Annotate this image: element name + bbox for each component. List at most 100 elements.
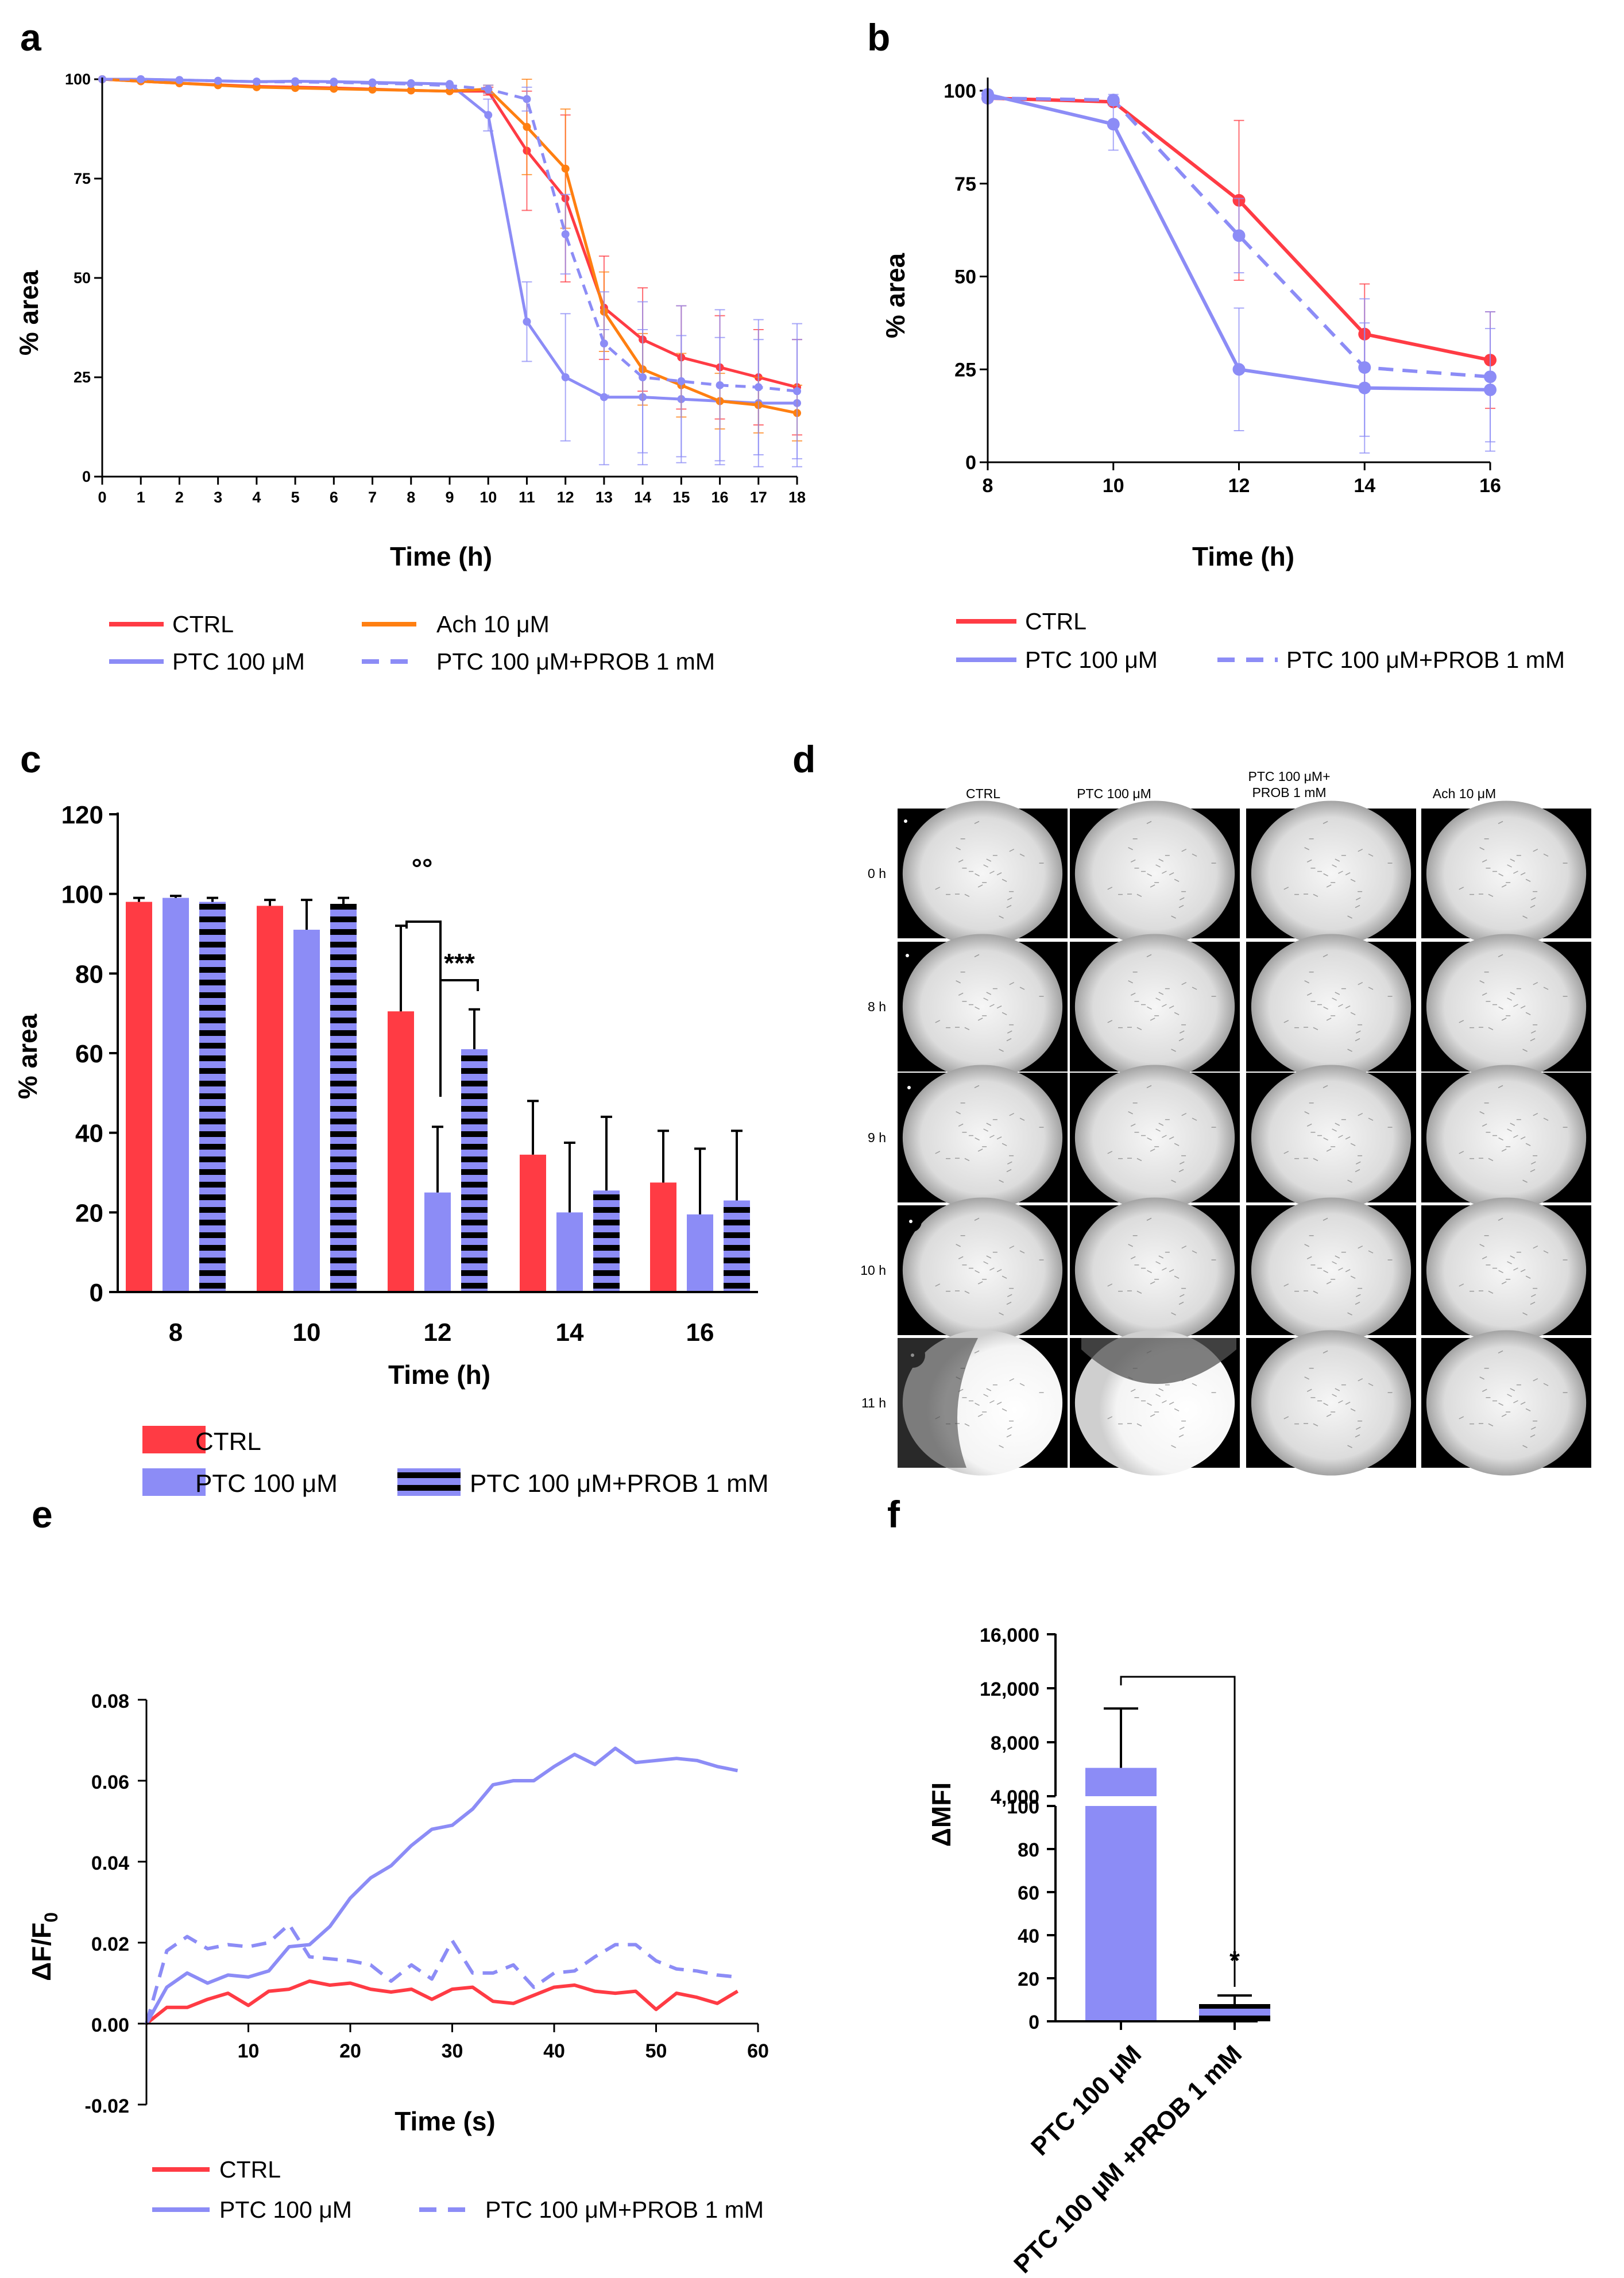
y-tick-label: 0.04 <box>91 1852 129 1874</box>
texture <box>1006 904 1012 908</box>
x-tick-label: 8 <box>169 1318 183 1347</box>
legend-label: PTC 100 μM <box>172 648 305 675</box>
texture <box>1501 1414 1507 1417</box>
y-tick-label: 80 <box>1018 1839 1039 1861</box>
y-tick-label: 0 <box>965 452 976 474</box>
texture <box>983 1128 988 1132</box>
well <box>1251 800 1412 946</box>
y-tick-label: -0.02 <box>85 2095 130 2117</box>
texture <box>1323 1402 1328 1406</box>
panel-label-c: c <box>20 738 41 780</box>
bar <box>724 1200 750 1292</box>
texture <box>1136 1290 1142 1294</box>
texture <box>1181 849 1187 852</box>
microscopy-image <box>1070 1330 1240 1476</box>
texture <box>1007 1294 1012 1297</box>
x-tick-label: 12 <box>424 1318 452 1347</box>
texture <box>1158 1123 1164 1126</box>
data-point <box>252 78 261 86</box>
data-point <box>407 80 415 88</box>
x-tick-label: 30 <box>442 2040 463 2062</box>
grid-column-header: CTRL <box>966 786 1000 801</box>
ylabel-subscript: 0 <box>41 1912 61 1923</box>
x-tick-label: 5 <box>291 489 300 506</box>
well <box>1426 1330 1587 1476</box>
texture <box>1146 821 1152 824</box>
texture <box>974 1350 980 1353</box>
texture <box>1510 1388 1515 1391</box>
texture <box>986 1255 992 1259</box>
texture <box>1522 1049 1528 1052</box>
texture <box>986 858 992 862</box>
well <box>1251 1065 1412 1210</box>
x-tick-label: 10 <box>480 489 497 506</box>
texture <box>1128 847 1133 850</box>
data-point <box>639 373 647 381</box>
bar <box>293 930 320 1292</box>
significance-bracket <box>439 979 479 1097</box>
texture <box>996 1005 1002 1009</box>
texture <box>1533 1378 1538 1382</box>
texture <box>1355 897 1361 900</box>
texture <box>1326 884 1332 888</box>
texture <box>974 1217 980 1221</box>
panel-f-bar-chart: ΔMFI 4,0008,00012,00016,000020406080100 … <box>926 1625 1270 2278</box>
texture <box>956 1111 961 1115</box>
panel-c-legend: CTRL PTC 100 μM PTC 100 μM+PROB 1 mM <box>142 1426 768 1498</box>
texture <box>1169 1136 1174 1140</box>
data-point <box>330 84 338 93</box>
texture <box>1522 915 1528 919</box>
panel-e-line-chart: ΔF/F0 Time (s) -0.02 0.00 0.02 0.04 0.06 0.08… <box>26 1691 769 2136</box>
well <box>1251 1330 1412 1476</box>
texture <box>1009 849 1015 852</box>
data-point <box>214 76 222 85</box>
texture <box>1169 872 1174 876</box>
y-tick-label: 20 <box>75 1199 103 1227</box>
texture <box>1347 1312 1352 1316</box>
texture <box>1498 821 1503 824</box>
texture <box>1136 1423 1142 1426</box>
texture <box>1130 1256 1136 1259</box>
texture <box>1510 992 1515 995</box>
grid-row-label: 11 h <box>861 1395 886 1410</box>
texture <box>999 1312 1004 1316</box>
texture <box>1306 859 1312 863</box>
texture <box>1513 1135 1518 1138</box>
legend-label: CTRL <box>219 2156 281 2183</box>
bar <box>520 1154 546 1292</box>
legend-label: PTC 100 μM <box>195 1469 338 1498</box>
grid-column-header: PROB 1 mM <box>1252 785 1326 800</box>
x-tick-label: 14 <box>1354 475 1375 497</box>
texture <box>1326 1148 1332 1152</box>
x-tick-label: 18 <box>788 489 806 506</box>
y-tick-label: 60 <box>75 1040 103 1068</box>
data-point <box>291 78 300 86</box>
texture <box>1530 1038 1536 1042</box>
texture <box>1345 1005 1351 1009</box>
texture <box>1174 1408 1180 1411</box>
texture <box>1522 1445 1528 1448</box>
texture <box>1192 987 1197 990</box>
texture <box>1162 1135 1167 1138</box>
texture <box>1345 1269 1351 1273</box>
bar <box>126 902 152 1292</box>
texture <box>1507 1128 1512 1132</box>
texture <box>1459 1416 1464 1420</box>
texture <box>1169 1402 1174 1405</box>
texture <box>1525 879 1531 882</box>
legend-label: Ach 10 μM <box>436 611 550 637</box>
texture <box>983 1261 988 1264</box>
texture <box>975 1137 980 1141</box>
texture <box>1520 1136 1526 1140</box>
texture <box>996 1136 1002 1140</box>
texture <box>983 1394 988 1397</box>
y-tick-label: 12,000 <box>980 1678 1039 1700</box>
texture <box>1162 871 1167 874</box>
texture <box>1306 1256 1312 1259</box>
texture <box>977 1018 983 1021</box>
texture <box>977 1148 983 1152</box>
texture <box>1479 847 1484 850</box>
texture <box>964 1027 970 1030</box>
texture <box>1130 859 1136 863</box>
